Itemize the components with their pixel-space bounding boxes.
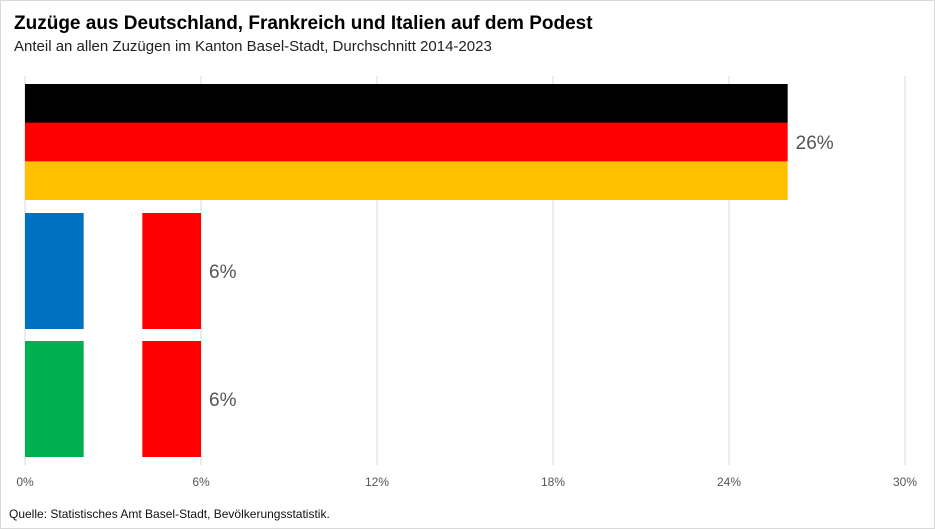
chart-subtitle: Anteil an allen Zuzügen im Kanton Basel-… <box>14 38 492 55</box>
x-tick-label: 18% <box>541 475 565 489</box>
bar-deutschland-stripe <box>25 122 788 162</box>
bar-italien-stripe <box>142 341 201 457</box>
bar-deutschland-stripe <box>25 84 788 124</box>
bar-frankreich-stripe <box>25 213 85 329</box>
data-labels: 26% 6% 6% <box>209 133 834 411</box>
bar-italien-stripe <box>25 341 85 457</box>
source-note: Quelle: Statistisches Amt Basel-Stadt, B… <box>9 507 330 521</box>
bar-deutschland-stripe <box>25 161 788 200</box>
x-tick-label: 6% <box>192 475 210 489</box>
bars <box>25 84 788 457</box>
x-tick-label: 12% <box>365 475 389 489</box>
x-tick-label: 30% <box>893 475 917 489</box>
chart-title: Zuzüge aus Deutschland, Frankreich und I… <box>14 13 593 34</box>
data-label: 26% <box>796 133 834 154</box>
bar-italien-stripe <box>83 341 143 457</box>
x-tick-label: 0% <box>16 475 34 489</box>
x-axis-ticks: 0% 6% 12% 18% 24% 30% <box>16 475 917 489</box>
data-label: 6% <box>209 262 237 283</box>
bar-frankreich-stripe <box>83 213 143 329</box>
x-tick-label: 24% <box>717 475 741 489</box>
bar-frankreich-stripe <box>142 213 201 329</box>
data-label: 6% <box>209 390 237 411</box>
